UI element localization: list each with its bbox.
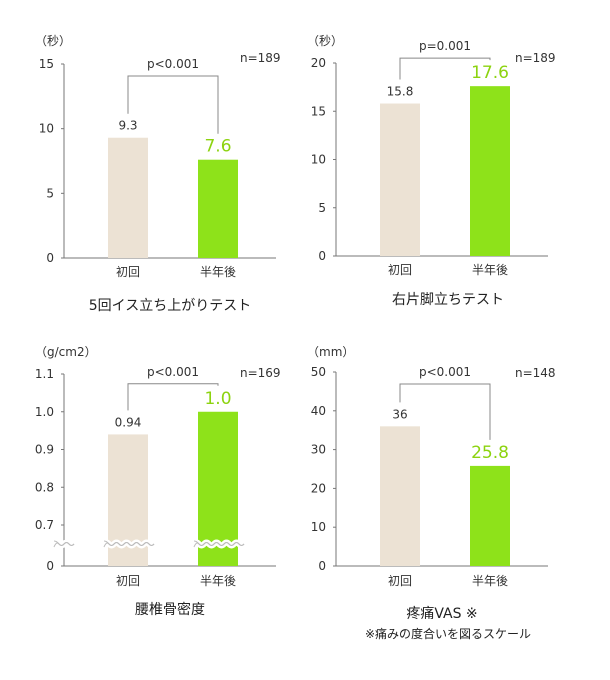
y-tick-label: 20 [311,481,326,495]
chart-title: 右片脚立ちテスト [392,292,504,308]
value-label-after: 1.0 [204,389,231,409]
y-unit-label: （g/cm2） [35,345,97,359]
axis-break-line [193,542,245,548]
y-unit-label: （mm） [307,345,354,359]
p-value-label: p<0.001 [419,365,471,379]
category-label: 初回 [388,574,412,588]
bar-before [108,137,148,258]
chart-panel-1: （秒） 0 5 10 15 初回 9.3 半年後 7.6 p<0.001 n=189 5回イス立ち上が… [35,34,281,314]
value-label-before: 0.94 [115,415,142,429]
y-tick-label: 10 [311,153,326,167]
sample-size-label: n=189 [515,51,556,65]
y-tick-label: 1.0 [35,405,54,419]
significance-bracket [127,75,219,134]
y-unit-label: （秒） [35,34,71,48]
y-tick-label: 10 [311,520,326,534]
y-tick-label: 10 [39,122,54,136]
y-tick-label: 15 [311,104,326,118]
p-value-label: p<0.001 [147,365,199,379]
y-tick-label: 0.8 [35,480,54,494]
y-tick-label: 1.1 [35,367,54,381]
bar-after [198,159,238,258]
chart-title: 腰椎骨密度 [135,601,205,618]
category-label: 半年後 [472,263,508,277]
bar-after [470,86,510,256]
category-label: 初回 [116,265,140,279]
category-label: 初回 [116,574,140,588]
value-label-after: 25.8 [471,443,509,463]
significance-bracket [399,57,491,80]
category-label: 半年後 [200,574,236,588]
chart-panel-4: （mm） 0 10 20 30 40 50 初回 36 半年後 25.8 p<0.001 n=148 疼痛… [307,345,556,641]
y-tick-label: 30 [311,443,326,457]
bar-before [380,426,420,566]
y-tick-label: 0.9 [35,443,54,457]
value-label-after: 17.6 [471,63,509,83]
y-unit-label: （秒） [307,34,343,48]
chart-title: 5回イス立ち上がりテスト [89,298,252,314]
sample-size-label: n=189 [240,51,281,65]
p-value-label: p=0.001 [419,39,471,53]
category-label: 初回 [388,263,412,277]
sample-size-label: n=148 [515,366,556,380]
category-label: 半年後 [200,265,236,279]
category-label: 半年後 [472,574,508,588]
value-label-after: 7.6 [204,137,231,157]
y-tick-label: 0 [318,249,326,263]
y-tick-label: 15 [39,57,54,71]
value-label-before: 15.8 [387,85,414,99]
y-tick-label: 0 [318,559,326,573]
y-tick-label: 0 [46,559,54,573]
p-value-label: p<0.001 [147,57,199,71]
y-tick-label: 5 [318,201,326,215]
value-label-before: 36 [392,407,407,421]
axis-break-line [103,542,155,548]
y-tick-label: 50 [311,365,326,379]
y-tick-label: 0 [46,251,54,265]
significance-bracket [127,383,219,411]
y-tick-label: 40 [311,404,326,418]
y-tick-label: 0.7 [35,518,54,532]
chart-subtitle: ※痛みの度合いを図るスケール [365,626,531,641]
value-label-before: 9.3 [118,119,137,133]
bar-before [380,103,420,256]
chart-panel-2: （秒） 0 5 10 15 20 初回 15.8 半年後 17.6p=0.001 n=189 右片脚立… [307,34,556,308]
bar-after [470,465,510,566]
y-tick-label: 20 [311,56,326,70]
axis-break-line [53,542,75,548]
y-tick-label: 5 [46,186,54,200]
chart-panel-3: （g/cm2） 0 0.7 0.8 0.9 1.0 1.1 初回 0.94 半年後 1.0 p<0.0… [35,345,281,618]
significance-bracket [399,383,491,440]
sample-size-label: n=169 [240,366,281,380]
chart-title: 疼痛VAS ※ [406,605,477,622]
